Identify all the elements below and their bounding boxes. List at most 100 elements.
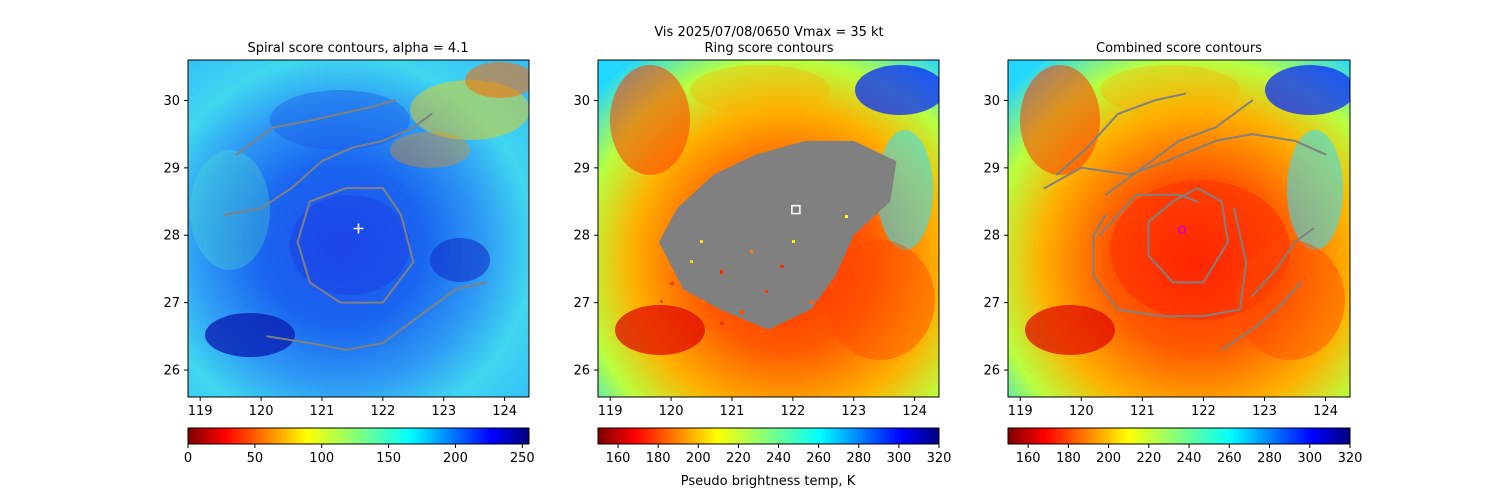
x-tick-label: 123 [841, 404, 866, 419]
score-contour [1251, 227, 1315, 297]
cloud-patch [1110, 180, 1290, 320]
score-contour [235, 99, 396, 156]
colorbar-tick-label: 220 [1136, 451, 1161, 466]
y-tick-label: 30 [983, 94, 1000, 109]
axes-frame [597, 59, 940, 398]
x-tick-label: 124 [902, 404, 927, 419]
x-tick-label: 124 [1313, 404, 1338, 419]
y-tick-label: 27 [573, 296, 590, 311]
center-marker [1177, 225, 1187, 235]
colorbar-tick-label: 300 [886, 451, 911, 466]
colorbar-tick-label: 240 [766, 451, 791, 466]
y-tick-label: 27 [983, 296, 1000, 311]
axes-frame [187, 59, 530, 398]
x-tick-label: 123 [1252, 404, 1277, 419]
x-tick-label: 121 [310, 404, 335, 419]
y-tick-label: 28 [573, 229, 590, 244]
y-tick-label: 30 [163, 94, 180, 109]
center-marker [791, 204, 801, 215]
x-tick-label: 119 [188, 404, 213, 419]
figure-suptitle-line1: Vis 2025/07/08/0650 Vmax = 35 kt [654, 25, 883, 40]
colorbar-tick-label: 300 [1297, 451, 1322, 466]
cloud-patch [1265, 65, 1350, 115]
colorbar [1007, 427, 1351, 445]
x-tick-label: 119 [1008, 404, 1033, 419]
colorbar-tick-label: 0 [184, 451, 192, 466]
y-tick-label: 26 [573, 364, 590, 379]
y-tick-label: 28 [163, 229, 180, 244]
x-tick-label: 121 [720, 404, 745, 419]
x-tick-label: 122 [780, 404, 805, 419]
score-contour [1147, 187, 1229, 284]
score-contour [1098, 193, 1199, 237]
cloud-patch [430, 238, 490, 282]
panel-title: Combined score contours [1096, 41, 1262, 56]
colorbar-tick-label: 280 [846, 451, 871, 466]
ring-speckles [660, 215, 853, 333]
cloud-patch [1020, 65, 1100, 175]
y-tick-label: 26 [163, 364, 180, 379]
x-tick-label: 124 [492, 404, 517, 419]
cloud-patch [1235, 240, 1345, 360]
panel-title: Ring score contours [704, 41, 833, 56]
colorbar-tick-label: 240 [1177, 451, 1202, 466]
score-contour [1043, 133, 1327, 190]
cloud-patch [610, 65, 690, 175]
cloud-patch [615, 305, 705, 355]
score-contour [296, 187, 415, 304]
y-tick-label: 26 [983, 364, 1000, 379]
x-tick-label: 122 [370, 404, 395, 419]
colorbar-tick-label: 100 [309, 451, 334, 466]
colorbar [597, 427, 940, 445]
colorbar-tick-label: 250 [510, 451, 535, 466]
colorbar-tick-label: 50 [247, 451, 264, 466]
colorbar-tick-label: 200 [443, 451, 468, 466]
panel-title: Spiral score contours, alpha = 4.1 [247, 41, 468, 56]
score-contour [1220, 281, 1303, 351]
colorbar-tick-label: 150 [376, 451, 401, 466]
x-tick-label: 122 [1191, 404, 1216, 419]
x-tick-label: 120 [249, 404, 274, 419]
cloud-patch [190, 150, 270, 270]
colorbar-tick-label: 260 [806, 451, 831, 466]
y-tick-label: 29 [573, 161, 590, 176]
colorbar [187, 427, 530, 445]
y-tick-label: 27 [163, 296, 180, 311]
x-tick-label: 119 [598, 404, 623, 419]
colorbar-tick-label: 200 [1096, 451, 1121, 466]
ring-score-panel: Ring score contours [573, 41, 951, 489]
colorbar-tick-label: 280 [1257, 451, 1282, 466]
cloud-patch [1025, 305, 1115, 355]
colorbar-tick-label: 320 [1338, 451, 1363, 466]
score-contour [223, 112, 433, 216]
score-contour [1092, 207, 1248, 318]
score-contour [266, 281, 488, 351]
ring-score-region [658, 140, 897, 330]
colorbar-tick-label: 260 [1217, 451, 1242, 466]
x-tick-label: 123 [431, 404, 456, 419]
cloud-patch [290, 195, 410, 295]
cloud-patch [690, 65, 830, 115]
score-contour [1104, 99, 1254, 196]
colorbar-label: Pseudo brightness temp, K [681, 474, 856, 489]
colorbar-tick-label: 180 [646, 451, 671, 466]
x-tick-label: 121 [1130, 404, 1155, 419]
colorbar-tick-label: 180 [1056, 451, 1081, 466]
x-tick-label: 120 [1069, 404, 1094, 419]
combined-score-panel: Combined score contours 119 120 121 122 123 1… [983, 41, 1362, 466]
center-marker [353, 223, 364, 234]
cloud-patch [855, 65, 939, 115]
y-tick-label: 28 [983, 229, 1000, 244]
colorbar-tick-label: 160 [1016, 451, 1041, 466]
cloud-patch [270, 90, 410, 150]
colorbar-tick-label: 220 [726, 451, 751, 466]
x-tick-label: 120 [659, 404, 684, 419]
axes-frame [1007, 59, 1351, 398]
colorbar-tick-label: 160 [606, 451, 631, 466]
cloud-patch [390, 132, 470, 168]
y-tick-label: 29 [983, 161, 1000, 176]
colorbar-tick-label: 200 [686, 451, 711, 466]
cloud-patch [1287, 130, 1343, 250]
cloud-patch [205, 313, 295, 357]
